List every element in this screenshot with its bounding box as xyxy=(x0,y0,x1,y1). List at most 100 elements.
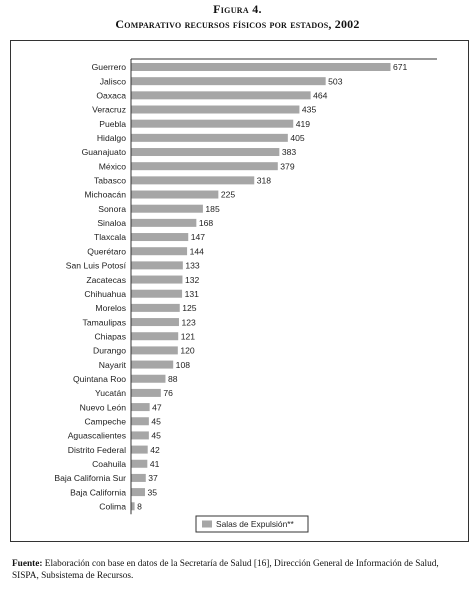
bar xyxy=(131,417,149,426)
bar xyxy=(131,148,280,157)
data-label: 383 xyxy=(282,147,297,157)
bar xyxy=(131,176,255,185)
category-label: Tlaxcala xyxy=(94,232,126,242)
category-label: Chihuahua xyxy=(84,289,126,299)
data-label: 41 xyxy=(150,459,160,469)
bar xyxy=(131,488,146,497)
bar xyxy=(131,318,179,327)
category-label: Jalisco xyxy=(100,76,126,86)
category-label: Aguascalientes xyxy=(68,431,126,441)
data-label: 671 xyxy=(393,62,408,72)
chart-frame xyxy=(10,40,469,542)
data-label: 42 xyxy=(150,445,160,455)
category-label: Sonora xyxy=(98,204,126,214)
category-label: Veracruz xyxy=(92,105,126,115)
category-label: Nuevo León xyxy=(80,402,127,412)
data-label: 88 xyxy=(168,374,178,384)
bar xyxy=(131,261,183,270)
legend-label: Salas de Expulsión** xyxy=(216,519,294,529)
data-label: 125 xyxy=(182,303,197,313)
category-label: Zacatecas xyxy=(86,275,126,285)
category-label: Nayarit xyxy=(99,360,127,370)
legend-box xyxy=(195,515,309,533)
bar xyxy=(131,459,148,468)
category-label: Coahuila xyxy=(92,459,126,469)
source-text: Elaboración con base en datos de la Secr… xyxy=(12,559,439,581)
bar xyxy=(131,473,146,482)
category-label: Morelos xyxy=(95,303,126,313)
bar xyxy=(131,233,189,242)
bar xyxy=(131,218,197,227)
bar xyxy=(131,431,149,440)
legend-swatch xyxy=(202,520,212,528)
category-label: Puebla xyxy=(99,119,126,129)
data-label: 8 xyxy=(137,501,142,511)
category-label: Baja California xyxy=(70,487,126,497)
figure-title: Comparativo recursos físicos por estados… xyxy=(115,17,360,31)
source-label: Fuente: xyxy=(12,559,43,569)
bar xyxy=(131,133,288,142)
bar xyxy=(131,247,188,256)
bar xyxy=(131,502,135,511)
data-label: 144 xyxy=(190,246,205,256)
category-label: México xyxy=(99,161,126,171)
category-label: Oaxaca xyxy=(96,91,126,101)
bar xyxy=(131,63,391,71)
category-label: Yucatán xyxy=(95,388,126,398)
data-label: 185 xyxy=(205,204,220,214)
data-label: 405 xyxy=(290,133,305,143)
bar xyxy=(131,346,178,355)
bar xyxy=(131,105,300,114)
data-label: 132 xyxy=(185,275,200,285)
category-label: Guerrero xyxy=(92,62,127,72)
data-label: 318 xyxy=(257,176,272,186)
data-label: 108 xyxy=(176,360,191,370)
bar xyxy=(131,119,294,128)
data-label: 147 xyxy=(191,232,206,242)
bar xyxy=(131,374,166,383)
bar xyxy=(131,388,161,397)
category-label: San Luis Potosí xyxy=(66,261,127,271)
data-label: 464 xyxy=(313,91,328,101)
data-label: 45 xyxy=(151,431,161,441)
bar xyxy=(131,204,203,213)
data-label: 379 xyxy=(280,161,295,171)
category-label: Chiapas xyxy=(94,331,126,341)
bar xyxy=(131,332,179,341)
data-label: 225 xyxy=(221,190,236,200)
data-label: 168 xyxy=(199,218,214,228)
data-label: 503 xyxy=(328,76,343,86)
bar xyxy=(131,289,183,298)
data-label: 120 xyxy=(180,346,195,356)
bar xyxy=(131,303,180,312)
data-label: 131 xyxy=(185,289,200,299)
data-label: 37 xyxy=(148,473,158,483)
data-label: 123 xyxy=(181,317,196,327)
category-label: Campeche xyxy=(84,416,126,426)
category-label: Baja California Sur xyxy=(54,473,126,483)
bar xyxy=(131,162,278,171)
data-label: 35 xyxy=(148,487,158,497)
data-label: 45 xyxy=(151,416,161,426)
figure-label: Figura 4. xyxy=(213,2,262,16)
category-label: Tamaulipas xyxy=(83,317,126,327)
data-label: 133 xyxy=(185,261,200,271)
category-label: Michoacán xyxy=(84,190,126,200)
bar xyxy=(131,77,326,86)
category-label: Querétaro xyxy=(87,246,126,256)
category-label: Durango xyxy=(93,346,126,356)
bar xyxy=(131,91,311,100)
bar xyxy=(131,445,148,454)
data-label: 419 xyxy=(296,119,311,129)
data-label: 121 xyxy=(181,331,196,341)
data-label: 76 xyxy=(163,388,173,398)
category-label: Distrito Federal xyxy=(68,445,126,455)
source-note: Fuente: Elaboración con base en datos de… xyxy=(12,558,467,582)
category-label: Guanajuato xyxy=(82,147,127,157)
category-label: Tabasco xyxy=(94,176,126,186)
bar xyxy=(131,190,219,199)
bar xyxy=(131,403,150,412)
data-label: 47 xyxy=(152,402,162,412)
bar xyxy=(131,275,183,284)
